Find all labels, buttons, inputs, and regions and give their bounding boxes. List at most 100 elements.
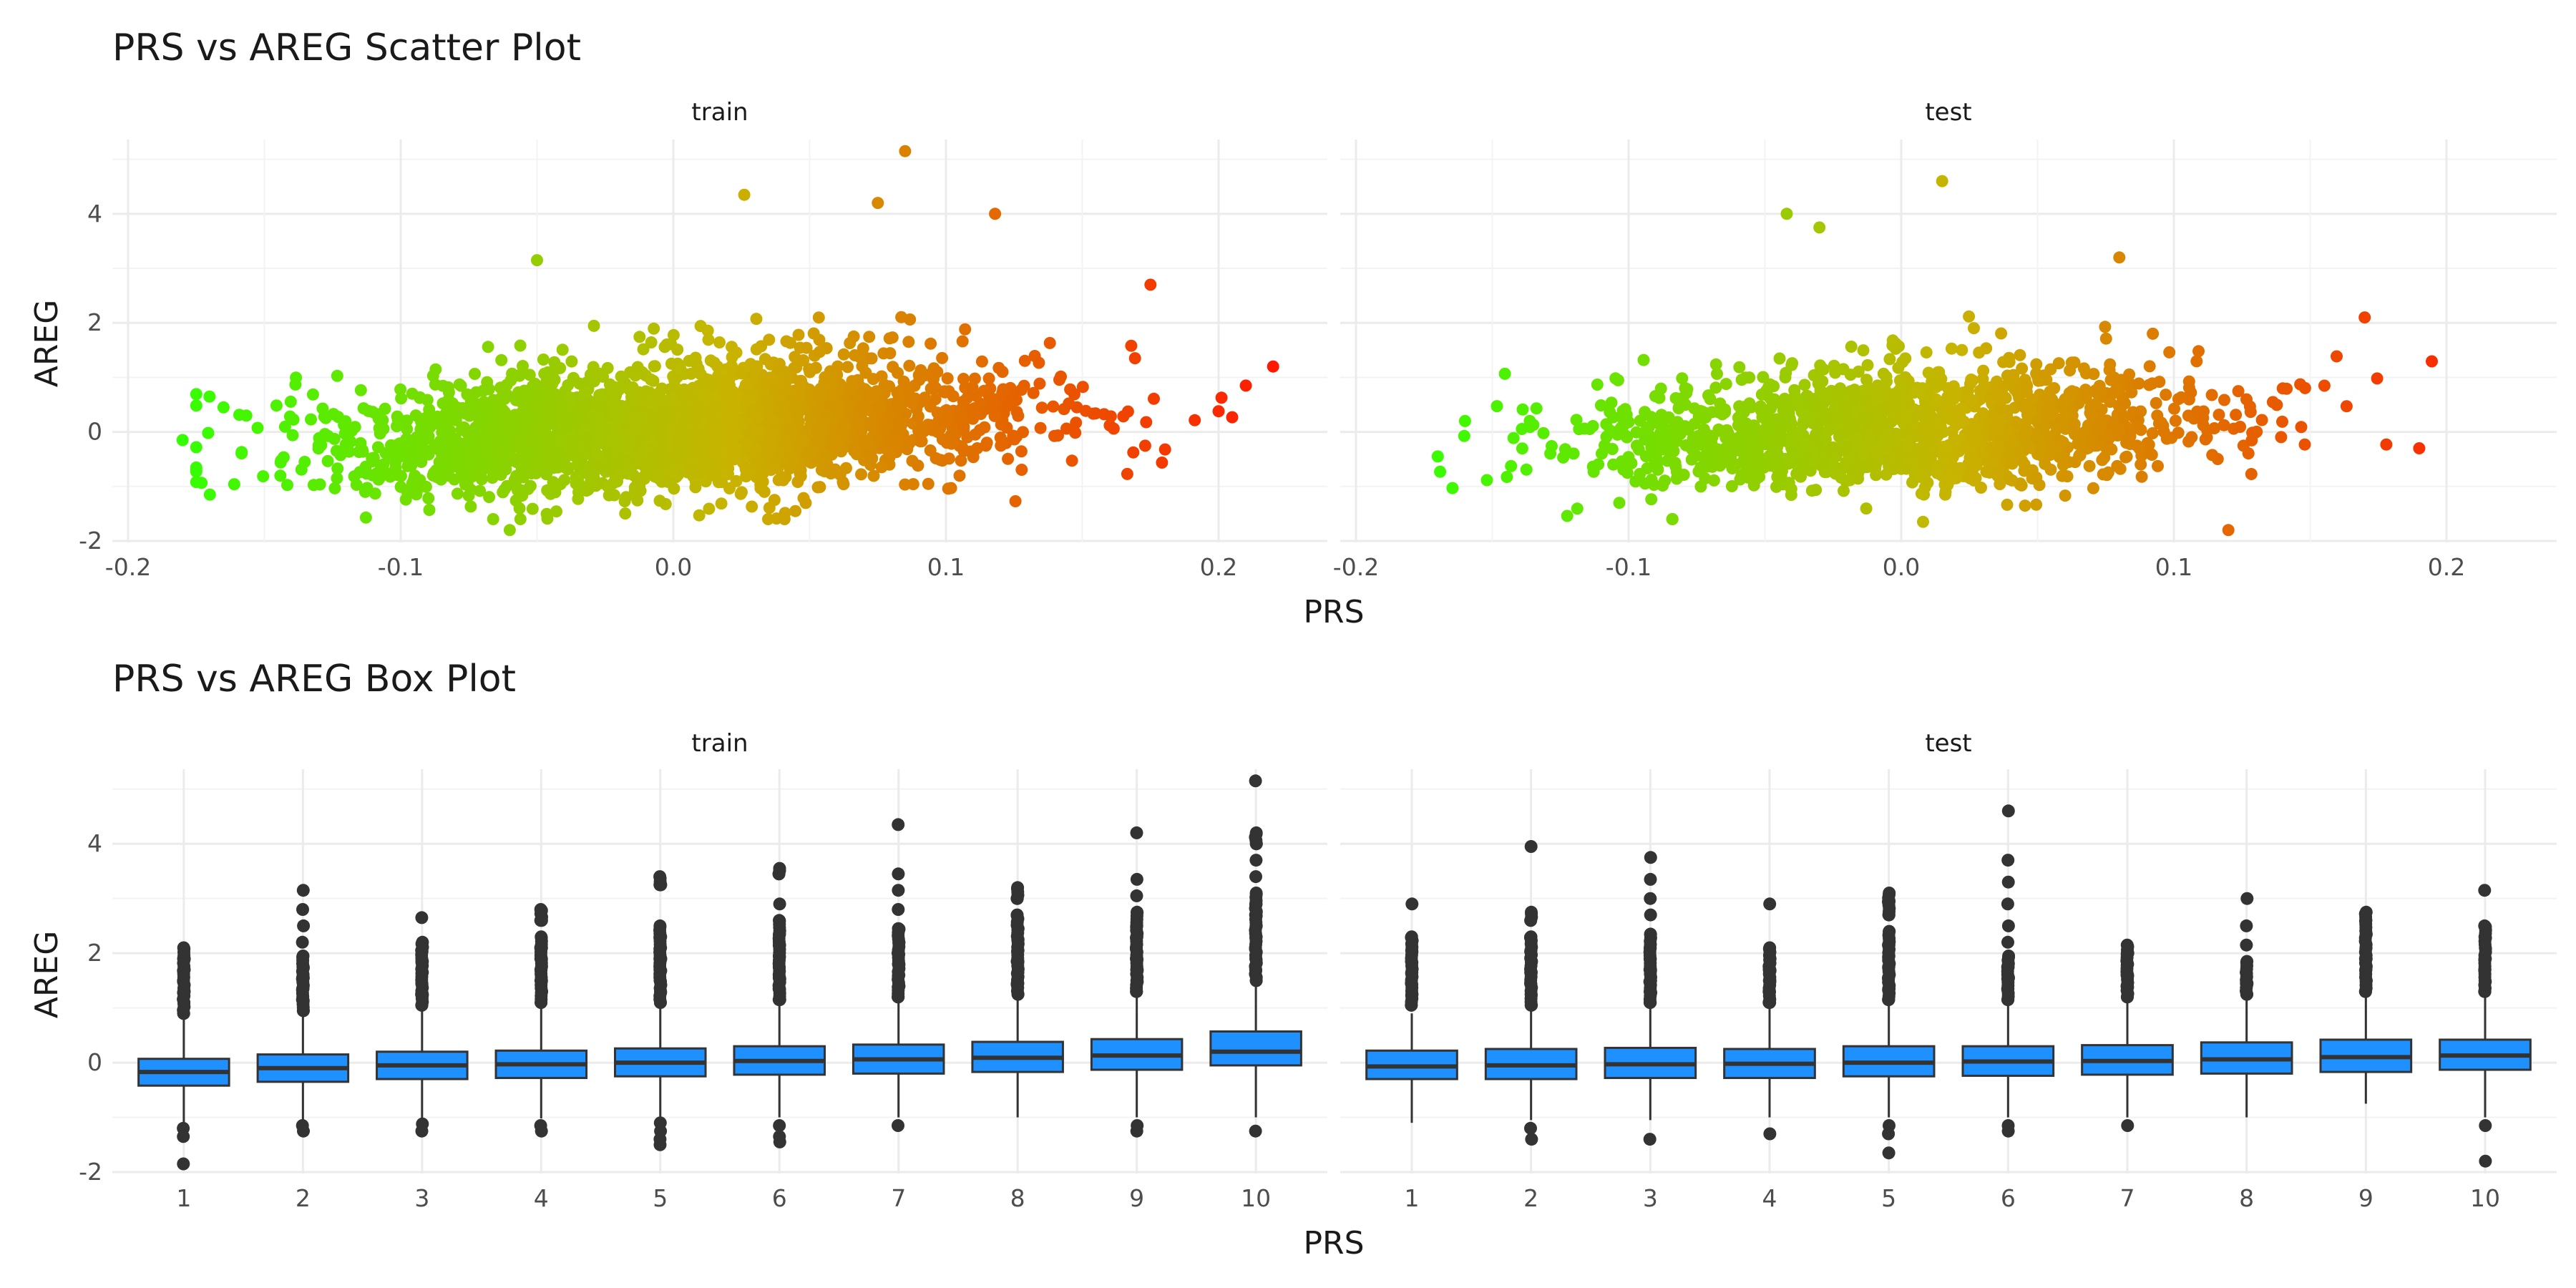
box-outlier bbox=[1249, 854, 1263, 867]
scatter-point bbox=[745, 405, 758, 418]
scatter-point bbox=[581, 431, 594, 444]
scatter-point bbox=[1857, 344, 1870, 357]
scatter-point bbox=[1660, 443, 1673, 456]
scatter-point bbox=[2185, 431, 2198, 444]
scatter-point bbox=[915, 435, 928, 448]
scatter-point bbox=[1816, 375, 1829, 388]
scatter-point bbox=[959, 323, 972, 336]
scatter-point bbox=[989, 208, 1002, 220]
scatter-point bbox=[1666, 513, 1679, 525]
scatter-point bbox=[1969, 472, 1982, 484]
scatter-point bbox=[1733, 400, 1746, 413]
scatter-point bbox=[853, 417, 866, 430]
scatter-point bbox=[867, 418, 879, 431]
scatter-point bbox=[711, 446, 723, 459]
box-outlier bbox=[1763, 897, 1777, 911]
scatter-point bbox=[1776, 431, 1789, 444]
scatter-x-tick-label: 0.0 bbox=[655, 553, 692, 581]
scatter-point bbox=[638, 472, 650, 485]
scatter-point bbox=[1594, 399, 1607, 411]
scatter-point bbox=[736, 486, 748, 499]
scatter-point bbox=[2099, 332, 2112, 345]
scatter-point bbox=[815, 434, 828, 447]
box-outlier bbox=[1882, 1127, 1896, 1141]
scatter-point bbox=[348, 421, 361, 434]
scatter-point bbox=[2055, 417, 2067, 430]
scatter-point bbox=[1856, 462, 1869, 474]
scatter-point bbox=[707, 408, 720, 421]
scatter-point bbox=[2102, 466, 2114, 479]
scatter-point bbox=[404, 441, 416, 454]
scatter-point bbox=[2030, 358, 2043, 371]
scatter-point bbox=[544, 487, 557, 500]
scatter-x-tick-label: 0.1 bbox=[2155, 553, 2192, 581]
scatter-point bbox=[429, 363, 442, 376]
box-outlier bbox=[1130, 826, 1143, 839]
scatter-point bbox=[1930, 463, 1943, 475]
scatter-point bbox=[1946, 459, 1959, 472]
scatter-point bbox=[2266, 396, 2279, 409]
scatter-point bbox=[1780, 366, 1792, 379]
scatter-point bbox=[884, 409, 897, 422]
scatter-point bbox=[500, 379, 513, 391]
scatter-point bbox=[847, 330, 860, 343]
scatter-point bbox=[620, 491, 633, 504]
scatter-point bbox=[1755, 404, 1767, 417]
scatter-point bbox=[665, 338, 678, 351]
box-xlabel: PRS bbox=[1303, 1225, 1364, 1262]
scatter-point bbox=[754, 478, 767, 491]
scatter-x-tick-label: -0.2 bbox=[1333, 553, 1379, 581]
box-body bbox=[1209, 1030, 1302, 1067]
box-x-tick-label: 2 bbox=[1523, 1184, 1538, 1212]
scatter-point bbox=[904, 313, 917, 326]
scatter-point bbox=[1994, 430, 2006, 443]
scatter-point bbox=[723, 373, 736, 386]
scatter-point bbox=[1939, 488, 1951, 501]
scatter-point bbox=[251, 421, 264, 434]
scatter-point bbox=[1810, 484, 1823, 497]
scatter-point bbox=[1873, 421, 1886, 434]
scatter-point bbox=[1862, 420, 1875, 433]
scatter-point bbox=[1716, 408, 1729, 421]
scatter-point bbox=[2044, 409, 2057, 422]
scatter-point bbox=[1655, 409, 1668, 421]
scatter-point bbox=[353, 466, 366, 479]
scatter-y-tick-label: 0 bbox=[87, 418, 102, 446]
scatter-point bbox=[2044, 463, 2057, 476]
scatter-point bbox=[321, 454, 334, 467]
scatter-point bbox=[2150, 396, 2162, 409]
scatter-point bbox=[1434, 465, 1447, 478]
scatter-point bbox=[820, 452, 832, 464]
scatter-point bbox=[1937, 441, 1950, 453]
scatter-point bbox=[414, 449, 427, 462]
box-x-tick-label: 8 bbox=[2239, 1184, 2254, 1212]
scatter-point bbox=[1009, 495, 1022, 507]
scatter-point bbox=[2212, 409, 2225, 421]
box-x-tick-label: 5 bbox=[653, 1184, 668, 1212]
scatter-point bbox=[2087, 368, 2100, 381]
box-outlier bbox=[535, 904, 548, 917]
scatter-point bbox=[653, 494, 666, 507]
scatter-point bbox=[861, 438, 874, 450]
scatter-point bbox=[526, 384, 539, 396]
scatter-point bbox=[391, 420, 403, 433]
scatter-point bbox=[555, 400, 567, 413]
scatter-point bbox=[1797, 418, 1810, 431]
scatter-point bbox=[509, 394, 522, 406]
scatter-point bbox=[339, 415, 352, 428]
scatter-point bbox=[623, 384, 636, 396]
scatter-point bbox=[1844, 396, 1857, 409]
scatter-point bbox=[912, 424, 925, 437]
box-outlier bbox=[773, 1135, 786, 1148]
scatter-point bbox=[316, 402, 329, 415]
scatter-point bbox=[2245, 434, 2258, 447]
scatter-point bbox=[865, 352, 878, 365]
scatter-title: PRS vs AREG Scatter Plot bbox=[112, 26, 581, 69]
scatter-point bbox=[797, 354, 810, 366]
scatter-point bbox=[978, 421, 991, 434]
scatter-point bbox=[1561, 509, 1574, 522]
scatter-point bbox=[2234, 421, 2247, 433]
scatter-point bbox=[331, 472, 343, 484]
scatter-point bbox=[750, 313, 763, 326]
